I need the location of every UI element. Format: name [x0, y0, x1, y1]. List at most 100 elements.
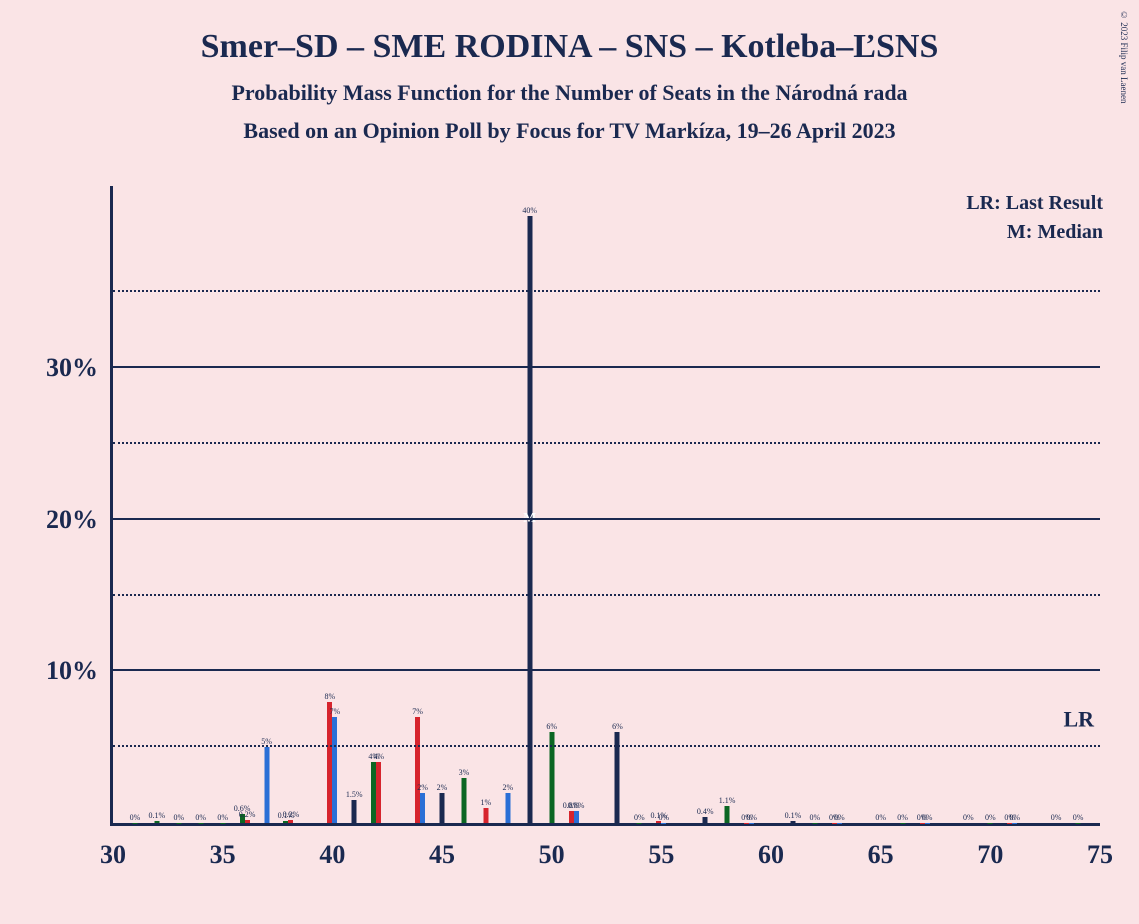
- bar-group: 1%: [483, 808, 488, 823]
- bar-navy: 0%: [966, 823, 971, 824]
- bar-group: 0%: [1076, 823, 1081, 824]
- bar-value-label: 0%: [922, 813, 933, 822]
- bar-navy: 0%: [878, 823, 883, 824]
- bar-blue: 0%: [837, 823, 842, 824]
- bar-group: 0%: [198, 823, 203, 824]
- bar-value-label: 0%: [1009, 813, 1020, 822]
- bar-group: 0.1%: [790, 821, 795, 823]
- bar-value-label: 0.2%: [283, 810, 300, 819]
- x-tick-label: 70: [977, 840, 1003, 870]
- bar-group: 0%: [900, 823, 905, 824]
- bar-value-label: 0.1%: [785, 811, 802, 820]
- bar-group: 4%4%: [371, 762, 381, 823]
- bar-group: 0%0%: [920, 823, 930, 824]
- chart-container: © 2023 Filip van Laenen Smer–SD – SME RO…: [0, 0, 1139, 924]
- bar-red: 0.2%: [245, 820, 250, 823]
- bar-value-label: 0%: [834, 813, 845, 822]
- lr-line: [113, 745, 1100, 747]
- bar-group: 3%: [461, 778, 466, 824]
- bar-blue: 5%: [264, 747, 269, 823]
- bar-value-label: 1%: [481, 798, 492, 807]
- bar-green: 1.1%: [725, 806, 730, 823]
- bar-group: 0.6%0.2%: [240, 814, 250, 823]
- bar-value-label: 3%: [459, 768, 470, 777]
- bar-group: 0%: [988, 823, 993, 824]
- bar-group: 5%: [264, 747, 269, 823]
- bar-group: 7%2%: [415, 717, 425, 823]
- bar-value-label: 0%: [1073, 813, 1084, 822]
- bar-green: 0%: [812, 823, 817, 824]
- bar-value-label: 0.4%: [697, 807, 714, 816]
- bar-value-label: 2%: [502, 783, 513, 792]
- bar-navy: 40%: [527, 216, 532, 823]
- bar-group: 1.5%: [352, 800, 357, 823]
- bar-group: 0%: [878, 823, 883, 824]
- bar-group: 2%: [440, 793, 445, 823]
- bar-value-label: 2%: [437, 783, 448, 792]
- bar-value-label: 1.1%: [719, 796, 736, 805]
- x-tick-label: 50: [539, 840, 565, 870]
- bar-group: 1.1%: [725, 806, 730, 823]
- bar-navy: 0%: [1054, 823, 1059, 824]
- bar-group: 0%0%: [1007, 823, 1017, 824]
- bar-value-label: 6%: [612, 722, 623, 731]
- y-tick-label: 20%: [46, 505, 98, 535]
- chart-subtitle-2: Based on an Opinion Poll by Focus for TV…: [0, 106, 1139, 144]
- gridline-minor: [113, 290, 1100, 292]
- bar-green: 0%: [176, 823, 181, 824]
- bar-group: 0%: [220, 823, 225, 824]
- y-tick-label: 10%: [46, 656, 98, 686]
- bar-value-label: 7%: [329, 707, 340, 716]
- bar-group: 0%: [812, 823, 817, 824]
- bar-blue: 2%: [420, 793, 425, 823]
- x-tick-label: 75: [1087, 840, 1113, 870]
- bar-blue: 0%: [925, 823, 930, 824]
- bar-group: 0.8%0.8%: [569, 811, 579, 823]
- x-tick-label: 30: [100, 840, 126, 870]
- x-tick-label: 45: [429, 840, 455, 870]
- bar-value-label: 0%: [746, 813, 757, 822]
- copyright-text: © 2023 Filip van Laenen: [1119, 10, 1129, 103]
- bar-group: 8%7%: [327, 702, 337, 823]
- bar-value-label: 0%: [634, 813, 645, 822]
- x-tick-label: 40: [319, 840, 345, 870]
- bar-navy: 1.5%: [352, 800, 357, 823]
- bar-value-label: 0%: [658, 813, 669, 822]
- bar-green: 0%: [1076, 823, 1081, 824]
- bar-value-label: 8%: [324, 692, 335, 701]
- bar-value-label: 0%: [985, 813, 996, 822]
- bar-value-label: 0%: [810, 813, 821, 822]
- bar-group: 0.1%: [154, 821, 159, 823]
- bar-group: 0%0%: [744, 823, 754, 824]
- bar-value-label: 0.8%: [568, 801, 585, 810]
- chart-area: 0%0.1%0%0%0%0.6%0.2%5%0.1%0.2%8%7%1.5%4%…: [110, 186, 1100, 826]
- bar-blue: 0%: [661, 823, 666, 824]
- chart-title: Smer–SD – SME RODINA – SNS – Kotleba–ĽSN…: [0, 0, 1139, 66]
- bar-red: 4%: [376, 762, 381, 823]
- bar-blue: 7%: [332, 717, 337, 823]
- gridline-minor: [113, 594, 1100, 596]
- y-tick-label: 30%: [46, 353, 98, 383]
- bar-group: 0%: [132, 823, 137, 824]
- bar-value-label: 0%: [173, 813, 184, 822]
- bar-group: 0.4%: [703, 817, 708, 823]
- bar-red: 0.2%: [288, 820, 293, 823]
- bar-group: 0%: [176, 823, 181, 824]
- bar-value-label: 4%: [373, 752, 384, 761]
- bar-red: 1%: [483, 808, 488, 823]
- bars-layer: 0%0.1%0%0%0%0.6%0.2%5%0.1%0.2%8%7%1.5%4%…: [113, 186, 1100, 823]
- bar-value-label: 7%: [412, 707, 423, 716]
- gridline-major: [113, 669, 1100, 671]
- bar-green: 0%: [220, 823, 225, 824]
- bar-green: 0%: [198, 823, 203, 824]
- bar-value-label: 0%: [130, 813, 141, 822]
- bar-value-label: 0%: [195, 813, 206, 822]
- bar-value-label: 0.1%: [149, 811, 166, 820]
- x-tick-label: 35: [210, 840, 236, 870]
- gridline-major: [113, 366, 1100, 368]
- bar-group: 0%: [637, 823, 642, 824]
- bar-group: 40%: [527, 216, 532, 823]
- bar-green: 0%: [132, 823, 137, 824]
- bar-navy: 0.4%: [703, 817, 708, 823]
- bar-blue: 0%: [749, 823, 754, 824]
